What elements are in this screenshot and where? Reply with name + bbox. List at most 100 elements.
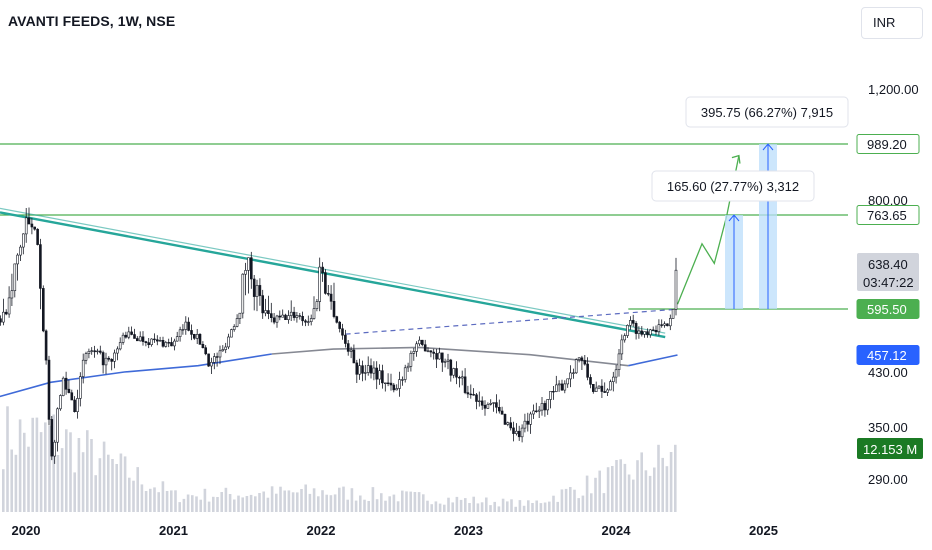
candle-body	[452, 368, 456, 376]
breakout-label: 595.50	[856, 299, 920, 319]
candle-body	[30, 223, 34, 228]
candle-body	[59, 395, 62, 410]
candle-body	[440, 352, 444, 363]
candle-body	[620, 339, 624, 355]
candle-body	[486, 403, 490, 409]
candle-body	[617, 353, 621, 370]
candle-body	[532, 410, 535, 415]
candle-body	[252, 278, 256, 297]
countdown-text: 03:47:22	[863, 275, 914, 290]
volume-bar	[384, 500, 387, 512]
candle-body	[164, 342, 168, 347]
candle-body	[315, 301, 319, 310]
volume-bar	[434, 501, 438, 512]
volume-bar	[405, 491, 408, 512]
candle-body	[449, 359, 453, 376]
candle-body	[443, 360, 447, 363]
volume-bar	[107, 454, 110, 512]
candle-body	[136, 338, 139, 342]
volume-bar	[468, 503, 471, 512]
volume-bar	[170, 490, 173, 512]
volume-bar	[426, 500, 429, 512]
volume-bar	[275, 493, 278, 512]
volume-bar	[392, 494, 396, 512]
candle-body	[395, 388, 399, 391]
candle-body	[181, 329, 185, 331]
candle-body	[264, 310, 267, 314]
candle-body	[269, 313, 273, 319]
candle-body	[566, 378, 570, 385]
candle-body	[358, 365, 361, 375]
candle-body	[124, 334, 128, 338]
volume-bar	[669, 452, 673, 512]
volume-bar	[224, 487, 228, 512]
volume-bar	[480, 502, 484, 512]
candle-body	[70, 392, 74, 401]
currency-selector[interactable]: INR	[861, 7, 923, 39]
candle-body	[614, 369, 618, 378]
volume-bar	[636, 460, 639, 512]
candle-body	[218, 350, 222, 358]
volume-bar	[564, 488, 568, 512]
x-tick-label: 2025	[749, 523, 778, 538]
volume-bar	[245, 496, 249, 512]
candle-body	[118, 342, 122, 350]
candle-body	[572, 372, 575, 374]
volume-bar	[514, 506, 517, 512]
candle-body	[512, 427, 515, 434]
volume-bar	[165, 491, 169, 512]
candle-body	[187, 321, 190, 331]
volume-bar	[422, 494, 425, 512]
candle-body	[654, 329, 658, 333]
volume-bar	[472, 496, 475, 512]
x-tick-label: 2024	[602, 523, 632, 538]
measure-label-box	[651, 170, 815, 202]
volume-bar	[577, 498, 580, 512]
target-2-label-bg	[856, 134, 920, 154]
volume-bar	[132, 480, 135, 512]
volume-bar	[270, 486, 274, 512]
volume-bar	[531, 503, 534, 512]
candle-body	[466, 392, 470, 395]
volume-label-text: 12.153 M	[863, 442, 917, 457]
candle-body	[90, 350, 93, 352]
candle-body	[446, 359, 450, 362]
candle-body	[204, 347, 207, 355]
measure-label-text: 165.60 (27.77%) 3,312	[667, 179, 799, 194]
volume-bar	[409, 491, 412, 512]
candle-body	[423, 344, 427, 352]
measure-arrowhead	[728, 214, 740, 222]
candle-body	[606, 389, 609, 393]
candle-body	[383, 382, 387, 384]
candle-body	[150, 338, 153, 345]
candle-body	[81, 359, 85, 377]
volume-bar	[438, 503, 442, 512]
volume-bar	[23, 432, 26, 512]
volume-bar	[447, 497, 450, 512]
candle-body	[79, 376, 82, 399]
candle-body	[631, 320, 635, 324]
volume-bar	[249, 494, 253, 512]
volume-bar	[539, 503, 543, 512]
volume-bar	[321, 490, 324, 512]
candle-body	[500, 410, 504, 415]
volume-bar	[199, 499, 202, 512]
candle-body	[93, 350, 96, 353]
candle-body	[378, 370, 381, 380]
candle-body	[398, 379, 401, 389]
volume-bar	[380, 493, 383, 512]
candle-body	[76, 398, 79, 412]
candle-body	[56, 408, 59, 443]
volume-bar	[182, 498, 186, 512]
volume-bar	[342, 486, 345, 512]
volume-bar	[518, 500, 522, 512]
target-1-label-text: 763.65	[867, 208, 907, 223]
volume-bar	[375, 499, 379, 512]
candle-body	[312, 308, 316, 319]
candle-body	[193, 333, 196, 339]
moving-average	[0, 346, 678, 398]
candle-body	[480, 400, 484, 406]
candle-body	[546, 399, 550, 411]
candle-body	[460, 376, 464, 379]
